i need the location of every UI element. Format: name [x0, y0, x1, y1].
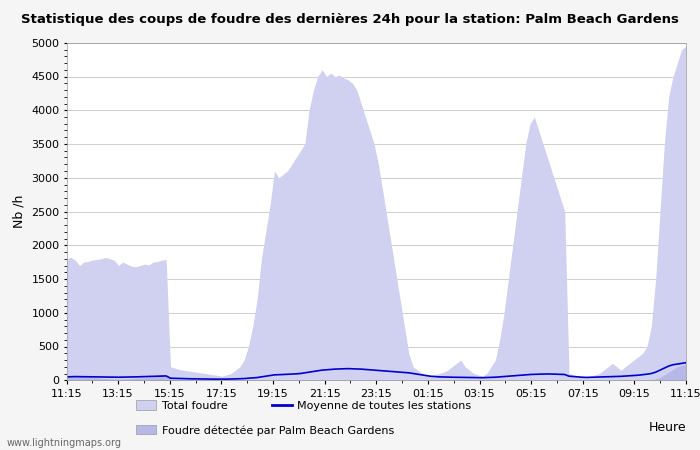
Legend: Total foudre, Moyenne de toutes les stations: Total foudre, Moyenne de toutes les stat… — [132, 396, 476, 415]
Y-axis label: Nb /h: Nb /h — [13, 195, 26, 228]
Text: www.lightningmaps.org: www.lightningmaps.org — [7, 438, 122, 448]
Legend: Foudre détectée par Palm Beach Gardens: Foudre détectée par Palm Beach Gardens — [132, 421, 398, 440]
Text: Statistique des coups de foudre des dernières 24h pour la station: Palm Beach Ga: Statistique des coups de foudre des dern… — [21, 14, 679, 27]
Text: Heure: Heure — [648, 421, 686, 434]
